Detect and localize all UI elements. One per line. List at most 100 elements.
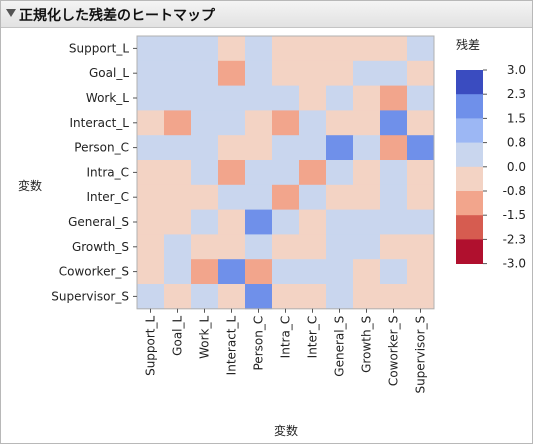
heatmap-cell bbox=[191, 209, 219, 235]
legend-bin bbox=[456, 166, 483, 192]
heatmap-cell bbox=[164, 110, 192, 136]
heatmap-cell bbox=[245, 160, 273, 186]
heatmap-cell bbox=[353, 110, 381, 136]
heatmap-cell bbox=[380, 85, 408, 111]
heatmap-cell bbox=[191, 259, 219, 285]
heatmap-cell bbox=[245, 234, 273, 260]
legend-bin bbox=[456, 215, 483, 240]
heatmap-cell bbox=[353, 209, 381, 235]
heatmap-cell bbox=[137, 184, 165, 210]
heatmap-cell bbox=[164, 184, 192, 210]
heatmap-cell bbox=[380, 209, 408, 235]
x-tick-label: Supervisor_S bbox=[414, 316, 428, 394]
heatmap-cell bbox=[137, 259, 165, 285]
y-axis-title: 変数 bbox=[18, 178, 42, 193]
heatmap-cell bbox=[326, 259, 354, 285]
heatmap-cell bbox=[326, 209, 354, 235]
heatmap-cell bbox=[299, 284, 327, 310]
heatmap-cell bbox=[137, 234, 165, 260]
heatmap-cell bbox=[299, 209, 327, 235]
heatmap-cell bbox=[353, 259, 381, 285]
heatmap-cell bbox=[380, 160, 408, 186]
heatmap-cell bbox=[407, 234, 435, 260]
y-tick-label: Inter_C bbox=[86, 190, 129, 204]
legend-bin bbox=[456, 239, 483, 264]
heatmap-cell bbox=[380, 234, 408, 260]
heatmap-cell bbox=[272, 209, 300, 235]
x-tick-label: Person_C bbox=[252, 316, 266, 371]
heatmap-cell bbox=[218, 36, 246, 62]
heatmap-cell bbox=[353, 60, 381, 86]
heatmap-cell bbox=[299, 234, 327, 260]
heatmap-cell bbox=[353, 135, 381, 161]
heatmap-cell bbox=[326, 284, 354, 310]
heatmap-cell bbox=[353, 234, 381, 260]
heatmap-cell bbox=[272, 259, 300, 285]
x-tick-label: General_S bbox=[333, 316, 347, 377]
heatmap-cell bbox=[272, 60, 300, 86]
heatmap-cell bbox=[191, 135, 219, 161]
heatmap-cell bbox=[137, 209, 165, 235]
heatmap-cell bbox=[326, 85, 354, 111]
legend-bin bbox=[456, 118, 483, 143]
y-tick-label: Intra_C bbox=[86, 165, 129, 179]
panel-title: 正規化した残差のヒートマップ bbox=[19, 8, 215, 24]
heatmap-cell bbox=[326, 110, 354, 136]
heatmap-cell bbox=[407, 110, 435, 136]
heatmap-cell bbox=[218, 259, 246, 285]
heatmap-cell bbox=[326, 184, 354, 210]
legend-tick-label: 2.3 bbox=[507, 87, 526, 101]
heatmap-cell bbox=[272, 110, 300, 136]
x-tick-label: Goal_L bbox=[171, 315, 185, 355]
heatmap-cell bbox=[218, 160, 246, 186]
y-tick-label: Interact_L bbox=[69, 116, 129, 130]
heatmap-cell bbox=[380, 60, 408, 86]
heatmap-cell bbox=[299, 259, 327, 285]
heatmap-cell bbox=[218, 135, 246, 161]
legend-tick-label: 3.0 bbox=[507, 63, 526, 77]
heatmap-cell bbox=[137, 160, 165, 186]
heatmap-cell bbox=[380, 135, 408, 161]
heatmap-cell bbox=[164, 135, 192, 161]
heatmap-cell bbox=[137, 284, 165, 310]
heatmap-cell bbox=[164, 160, 192, 186]
x-tick-label: Intra_C bbox=[279, 316, 293, 359]
heatmap-cell bbox=[299, 184, 327, 210]
heatmap-cell bbox=[407, 284, 435, 310]
y-tick-label: Supervisor_S bbox=[51, 289, 129, 303]
y-tick-label: Support_L bbox=[69, 41, 129, 55]
heatmap-cell bbox=[326, 135, 354, 161]
x-tick-label: Inter_C bbox=[306, 316, 320, 359]
heatmap-cell bbox=[326, 60, 354, 86]
heatmap-cell bbox=[191, 60, 219, 86]
y-tick-label: Person_C bbox=[74, 141, 129, 155]
heatmap-cell bbox=[245, 209, 273, 235]
heatmap-cell bbox=[191, 36, 219, 62]
heatmap-cell bbox=[191, 234, 219, 260]
x-tick-label: Coworker_S bbox=[387, 316, 401, 386]
heatmap-cell bbox=[326, 36, 354, 62]
heatmap-cell bbox=[191, 184, 219, 210]
legend-bin bbox=[456, 94, 483, 119]
heatmap-cell bbox=[353, 184, 381, 210]
heatmap-cell bbox=[353, 36, 381, 62]
heatmap-cell bbox=[164, 259, 192, 285]
heatmap-cell bbox=[164, 36, 192, 62]
heatmap-cell bbox=[164, 60, 192, 86]
y-tick-label: Growth_S bbox=[72, 240, 129, 254]
disclosure-triangle-icon[interactable] bbox=[6, 9, 16, 17]
heatmap-cell bbox=[191, 160, 219, 186]
heatmap-cell bbox=[164, 234, 192, 260]
heatmap-cell bbox=[218, 85, 246, 111]
legend-bin bbox=[456, 191, 483, 216]
legend-tick-labels: 3.0 2.3 1.5 0.8 0.0 -0.8 -1.5 -2.3 -3.0 bbox=[483, 63, 526, 271]
heatmap-cell bbox=[245, 184, 273, 210]
legend-title: 残差 bbox=[456, 38, 480, 52]
heatmap-cell bbox=[380, 259, 408, 285]
heatmap-cell bbox=[299, 36, 327, 62]
heatmap-cell bbox=[299, 135, 327, 161]
heatmap-cell bbox=[407, 209, 435, 235]
x-axis-title: 変数 bbox=[274, 423, 298, 438]
legend-tick-label: -1.5 bbox=[503, 208, 526, 222]
heatmap-cell bbox=[326, 160, 354, 186]
